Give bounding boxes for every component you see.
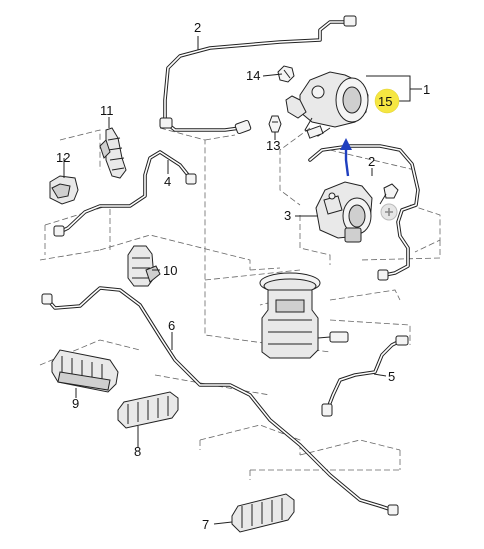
guide-lines — [39, 127, 441, 480]
fastener-14 — [277, 65, 295, 83]
plus-circle-icon[interactable] — [380, 203, 398, 221]
callout-6: 6 — [168, 318, 175, 333]
return-hose — [326, 338, 404, 410]
fuel-pump-module — [259, 272, 349, 359]
callout-highlight — [374, 88, 400, 114]
callout-2-top: 2 — [194, 20, 201, 35]
callout-10: 10 — [163, 263, 177, 278]
callout-14: 14 — [246, 68, 260, 83]
callout-13: 13 — [266, 138, 280, 153]
leader-lines — [63, 36, 422, 525]
pipe-clip-rail-8 — [117, 391, 179, 429]
fuel-line-left — [58, 150, 194, 234]
line-connector-upper — [159, 15, 357, 135]
fuel-line-right — [308, 144, 420, 277]
pipe-clip-12 — [49, 175, 79, 205]
relocation-arrow — [340, 138, 352, 177]
fuel-line-long — [46, 286, 394, 512]
callout-1: 1 — [423, 82, 430, 97]
callout-15: 15 — [378, 94, 392, 109]
callout-8: 8 — [134, 444, 141, 459]
callout-2-right: 2 — [368, 154, 375, 169]
pipe-clip-10 — [127, 245, 161, 287]
callout-12: 12 — [56, 150, 70, 165]
callout-3: 3 — [284, 208, 291, 223]
callout-9: 9 — [72, 396, 79, 411]
pipe-clip-rail-9 — [51, 349, 119, 393]
pipe-clip-rail-7 — [231, 493, 295, 533]
callout-11: 11 — [100, 103, 114, 118]
fuel-filter-assembly — [285, 71, 369, 139]
line-end-fittings — [41, 173, 399, 516]
mounting-bolt — [379, 183, 399, 205]
callout-7: 7 — [202, 517, 209, 532]
pipe-clip-11 — [99, 127, 127, 179]
callout-5: 5 — [388, 369, 395, 384]
hose-fittings-5 — [321, 335, 409, 417]
callout-labels: 1 2 2 3 4 5 6 7 8 9 10 11 12 13 14 15 — [56, 20, 430, 532]
filter-bracket — [315, 181, 373, 243]
callout-4: 4 — [164, 174, 171, 189]
fastener-13 — [268, 115, 282, 133]
